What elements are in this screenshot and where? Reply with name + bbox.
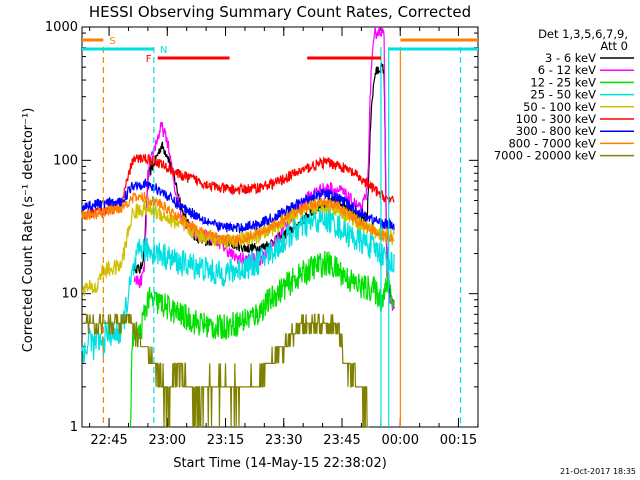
chart-title: HESSI Observing Summary Count Rates, Cor… (89, 3, 471, 21)
legend-entry-label: 100 - 300 keV (516, 112, 596, 126)
y-tick-label: 100 (53, 153, 78, 168)
legend-entry-label: 800 - 7000 keV (508, 136, 596, 150)
legend-header: Att 0 (600, 39, 628, 53)
legend-entry-label: 25 - 50 keV (530, 88, 596, 102)
series-line (82, 313, 369, 428)
legend-entry-label: 300 - 800 keV (516, 124, 596, 138)
x-tick-label: 00:00 (382, 433, 419, 448)
x-tick-label: 23:00 (149, 433, 186, 448)
y-tick-label: 1000 (45, 20, 78, 35)
plot-frame (81, 26, 479, 428)
flag-label: S (109, 36, 115, 47)
legend-entry-label: 3 - 6 keV (545, 51, 596, 65)
flag-label: F (146, 54, 152, 65)
legend-entry-label: 7000 - 20000 keV (494, 149, 596, 163)
x-tick-label: 23:45 (323, 433, 360, 448)
series-line (81, 207, 395, 363)
series-line (81, 178, 395, 233)
y-tick-label: 10 (61, 287, 78, 302)
legend-header: Det 1,3,5,6,7,9, (538, 27, 628, 41)
x-axis-label: Start Time (14-May-15 22:38:02) (173, 456, 387, 471)
x-tick-label: 23:30 (265, 433, 302, 448)
legend-entry-label: 50 - 100 keV (523, 100, 596, 114)
legend-entry-label: 6 - 12 keV (538, 63, 596, 77)
legend-entry-label: 12 - 25 keV (530, 75, 596, 89)
x-tick-label: 00:15 (440, 433, 477, 448)
series-line (81, 153, 395, 220)
date-stamp: 21-Oct-2017 18:35 (560, 467, 636, 476)
flag-label: N (160, 45, 167, 56)
plot-area: 1 10 100 1000 22:45 23:00 23:15 23:30 23:45 00:00… (45, 20, 479, 448)
series-line (81, 192, 395, 247)
x-tick-label: 22:45 (90, 433, 127, 448)
x-tick-label: 23:15 (207, 433, 244, 448)
series-line (129, 250, 395, 428)
y-axis-label: Corrected Count Rate (s⁻¹ detector⁻¹) (21, 108, 36, 353)
y-tick-label: 1 (70, 420, 78, 435)
